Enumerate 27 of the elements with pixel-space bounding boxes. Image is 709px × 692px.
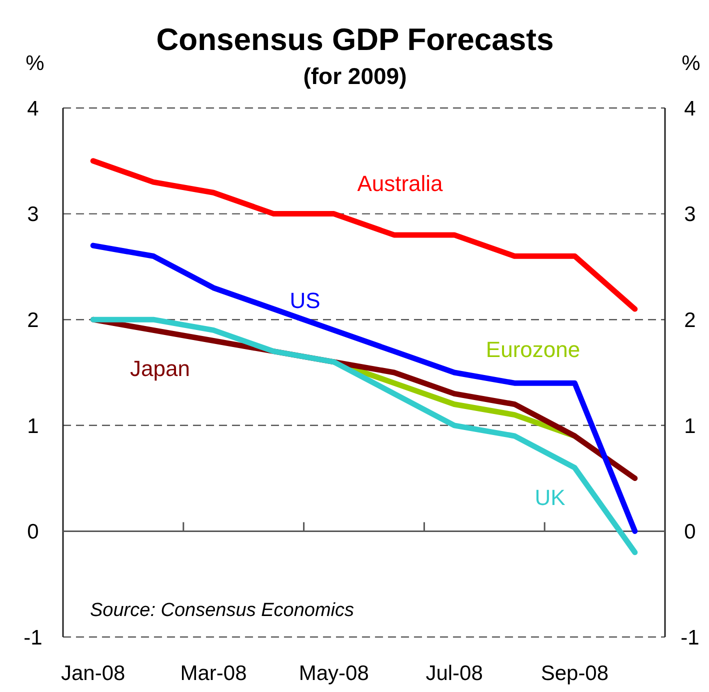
y-tick-label: 1 bbox=[27, 414, 39, 438]
x-tick-label: Sep-08 bbox=[540, 662, 609, 685]
series-label: UK bbox=[534, 485, 566, 510]
y2-tick-label: -1 bbox=[680, 626, 700, 650]
y2-tick-label: 4 bbox=[684, 97, 696, 120]
y-tick-label: 0 bbox=[27, 520, 39, 544]
y2-axis-title: % bbox=[682, 52, 700, 75]
y-tick-label: -1 bbox=[24, 626, 42, 650]
x-tick-label: May-08 bbox=[298, 662, 369, 685]
y-tick-label: 4 bbox=[27, 97, 40, 120]
text: Eurozone bbox=[486, 337, 580, 362]
series-label: US bbox=[290, 288, 320, 313]
series-label: Australia bbox=[357, 171, 444, 196]
x-tick-label: Jan-08 bbox=[60, 662, 126, 685]
y-tick-label: 2 bbox=[27, 308, 39, 332]
series-label: Japan bbox=[130, 356, 190, 381]
y-tick-label: 3 bbox=[27, 203, 39, 226]
x-tick-label: Mar-08 bbox=[180, 662, 247, 685]
y2-tick-label: 0 bbox=[684, 520, 696, 544]
annotation: Source: Consensus Economics bbox=[90, 600, 355, 621]
y2-tick-label: 1 bbox=[684, 414, 696, 438]
chart-title: Consensus GDP Forecasts bbox=[156, 22, 554, 57]
x-tick-label: Jul-08 bbox=[426, 662, 483, 685]
y-axis-title: % bbox=[26, 52, 44, 75]
chart-subtitle: (for 2009) bbox=[303, 63, 407, 89]
y2-tick-label: 2 bbox=[684, 308, 696, 332]
y2-tick-label: 3 bbox=[684, 203, 696, 226]
